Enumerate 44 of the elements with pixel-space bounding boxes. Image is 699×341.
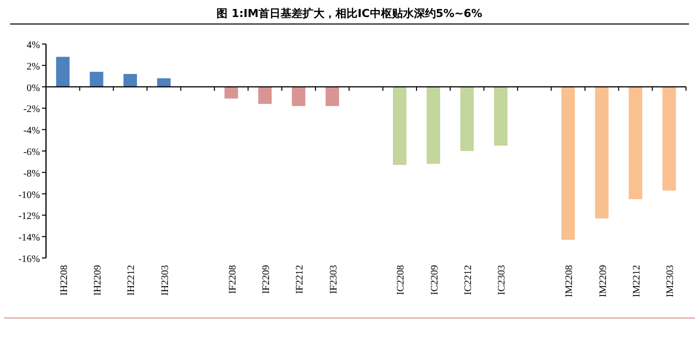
y-tick-label: -4% [23, 126, 40, 137]
y-tick-label: -8% [23, 168, 40, 180]
x-tick-label: IC2209 [429, 265, 440, 295]
bar [561, 86, 575, 240]
x-tick-label: IH2209 [92, 265, 104, 296]
y-tick-label: -12% [18, 211, 40, 222]
chart-title: 图 1:IM首日基差扩大，相比IC中枢贴水深约5%~6% [216, 7, 482, 20]
y-tick-label: -2% [23, 104, 40, 116]
bar [595, 86, 609, 218]
x-tick-label: IM2209 [598, 265, 609, 298]
x-tick-label: IF2209 [260, 265, 272, 294]
y-tick-label: -16% [18, 254, 40, 265]
y-tick-label: -10% [18, 190, 40, 201]
x-tick-label: IF2212 [294, 265, 306, 294]
y-tick-label: 0% [26, 82, 40, 94]
x-tick-label: IM2303 [665, 265, 676, 298]
x-tick-label: IC2208 [396, 265, 407, 295]
bar [326, 86, 340, 106]
x-tick-label: IH2208 [58, 265, 70, 296]
x-tick-label: IH2212 [126, 265, 138, 296]
bar [662, 86, 676, 191]
bar [123, 74, 137, 87]
bar [56, 56, 70, 87]
bar [426, 86, 440, 164]
y-tick-label: 2% [26, 61, 40, 72]
y-tick-label: -6% [23, 147, 40, 158]
bar [157, 78, 171, 87]
x-tick-label: IM2212 [631, 265, 642, 298]
bar [292, 86, 306, 106]
bar [494, 86, 508, 146]
x-tick-label: IH2303 [160, 265, 171, 296]
x-tick-label: IF2208 [227, 265, 238, 294]
bar [628, 86, 642, 200]
bar [460, 86, 474, 151]
bar [258, 86, 272, 104]
x-tick-label: IM2208 [564, 265, 576, 298]
x-tick-label: IF2303 [328, 265, 340, 294]
bar [90, 72, 104, 87]
bar [224, 86, 238, 99]
x-tick-label: IC2212 [463, 265, 474, 295]
x-tick-label: IC2303 [496, 265, 508, 295]
y-tick-label: -14% [18, 232, 40, 244]
y-tick-label: 4% [26, 40, 40, 51]
bar [392, 86, 406, 165]
